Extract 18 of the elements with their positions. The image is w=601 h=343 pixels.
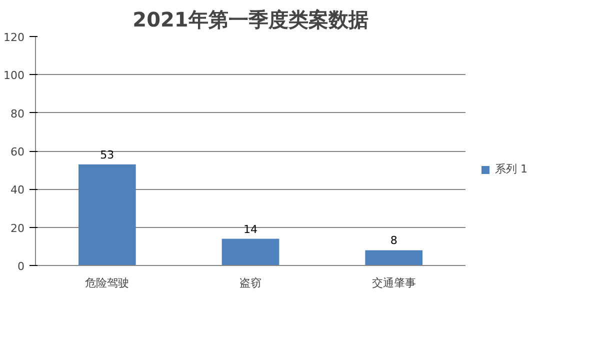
y-tick-label: 0 <box>18 260 24 273</box>
legend-label: 系列 1 <box>495 162 528 176</box>
chart-title: 2021年第一季度类案数据 <box>132 8 368 32</box>
x-tick-label: 交通肇事 <box>372 276 416 290</box>
y-tick-label: 80 <box>10 107 25 120</box>
y-tick-label: 120 <box>4 31 25 44</box>
data-label: 8 <box>390 234 398 248</box>
data-label: 53 <box>100 148 114 162</box>
y-tick-label: 60 <box>10 146 25 158</box>
data-label: 14 <box>244 222 258 236</box>
bar <box>222 238 280 266</box>
y-tick-label: 100 <box>4 69 25 82</box>
x-tick-label: 盗窃 <box>240 276 262 290</box>
bar <box>365 250 422 266</box>
y-tick-label: 20 <box>10 222 25 235</box>
x-tick-label: 危险驾驶 <box>85 276 130 290</box>
bar <box>78 164 136 266</box>
y-tick-label: 40 <box>10 184 25 197</box>
